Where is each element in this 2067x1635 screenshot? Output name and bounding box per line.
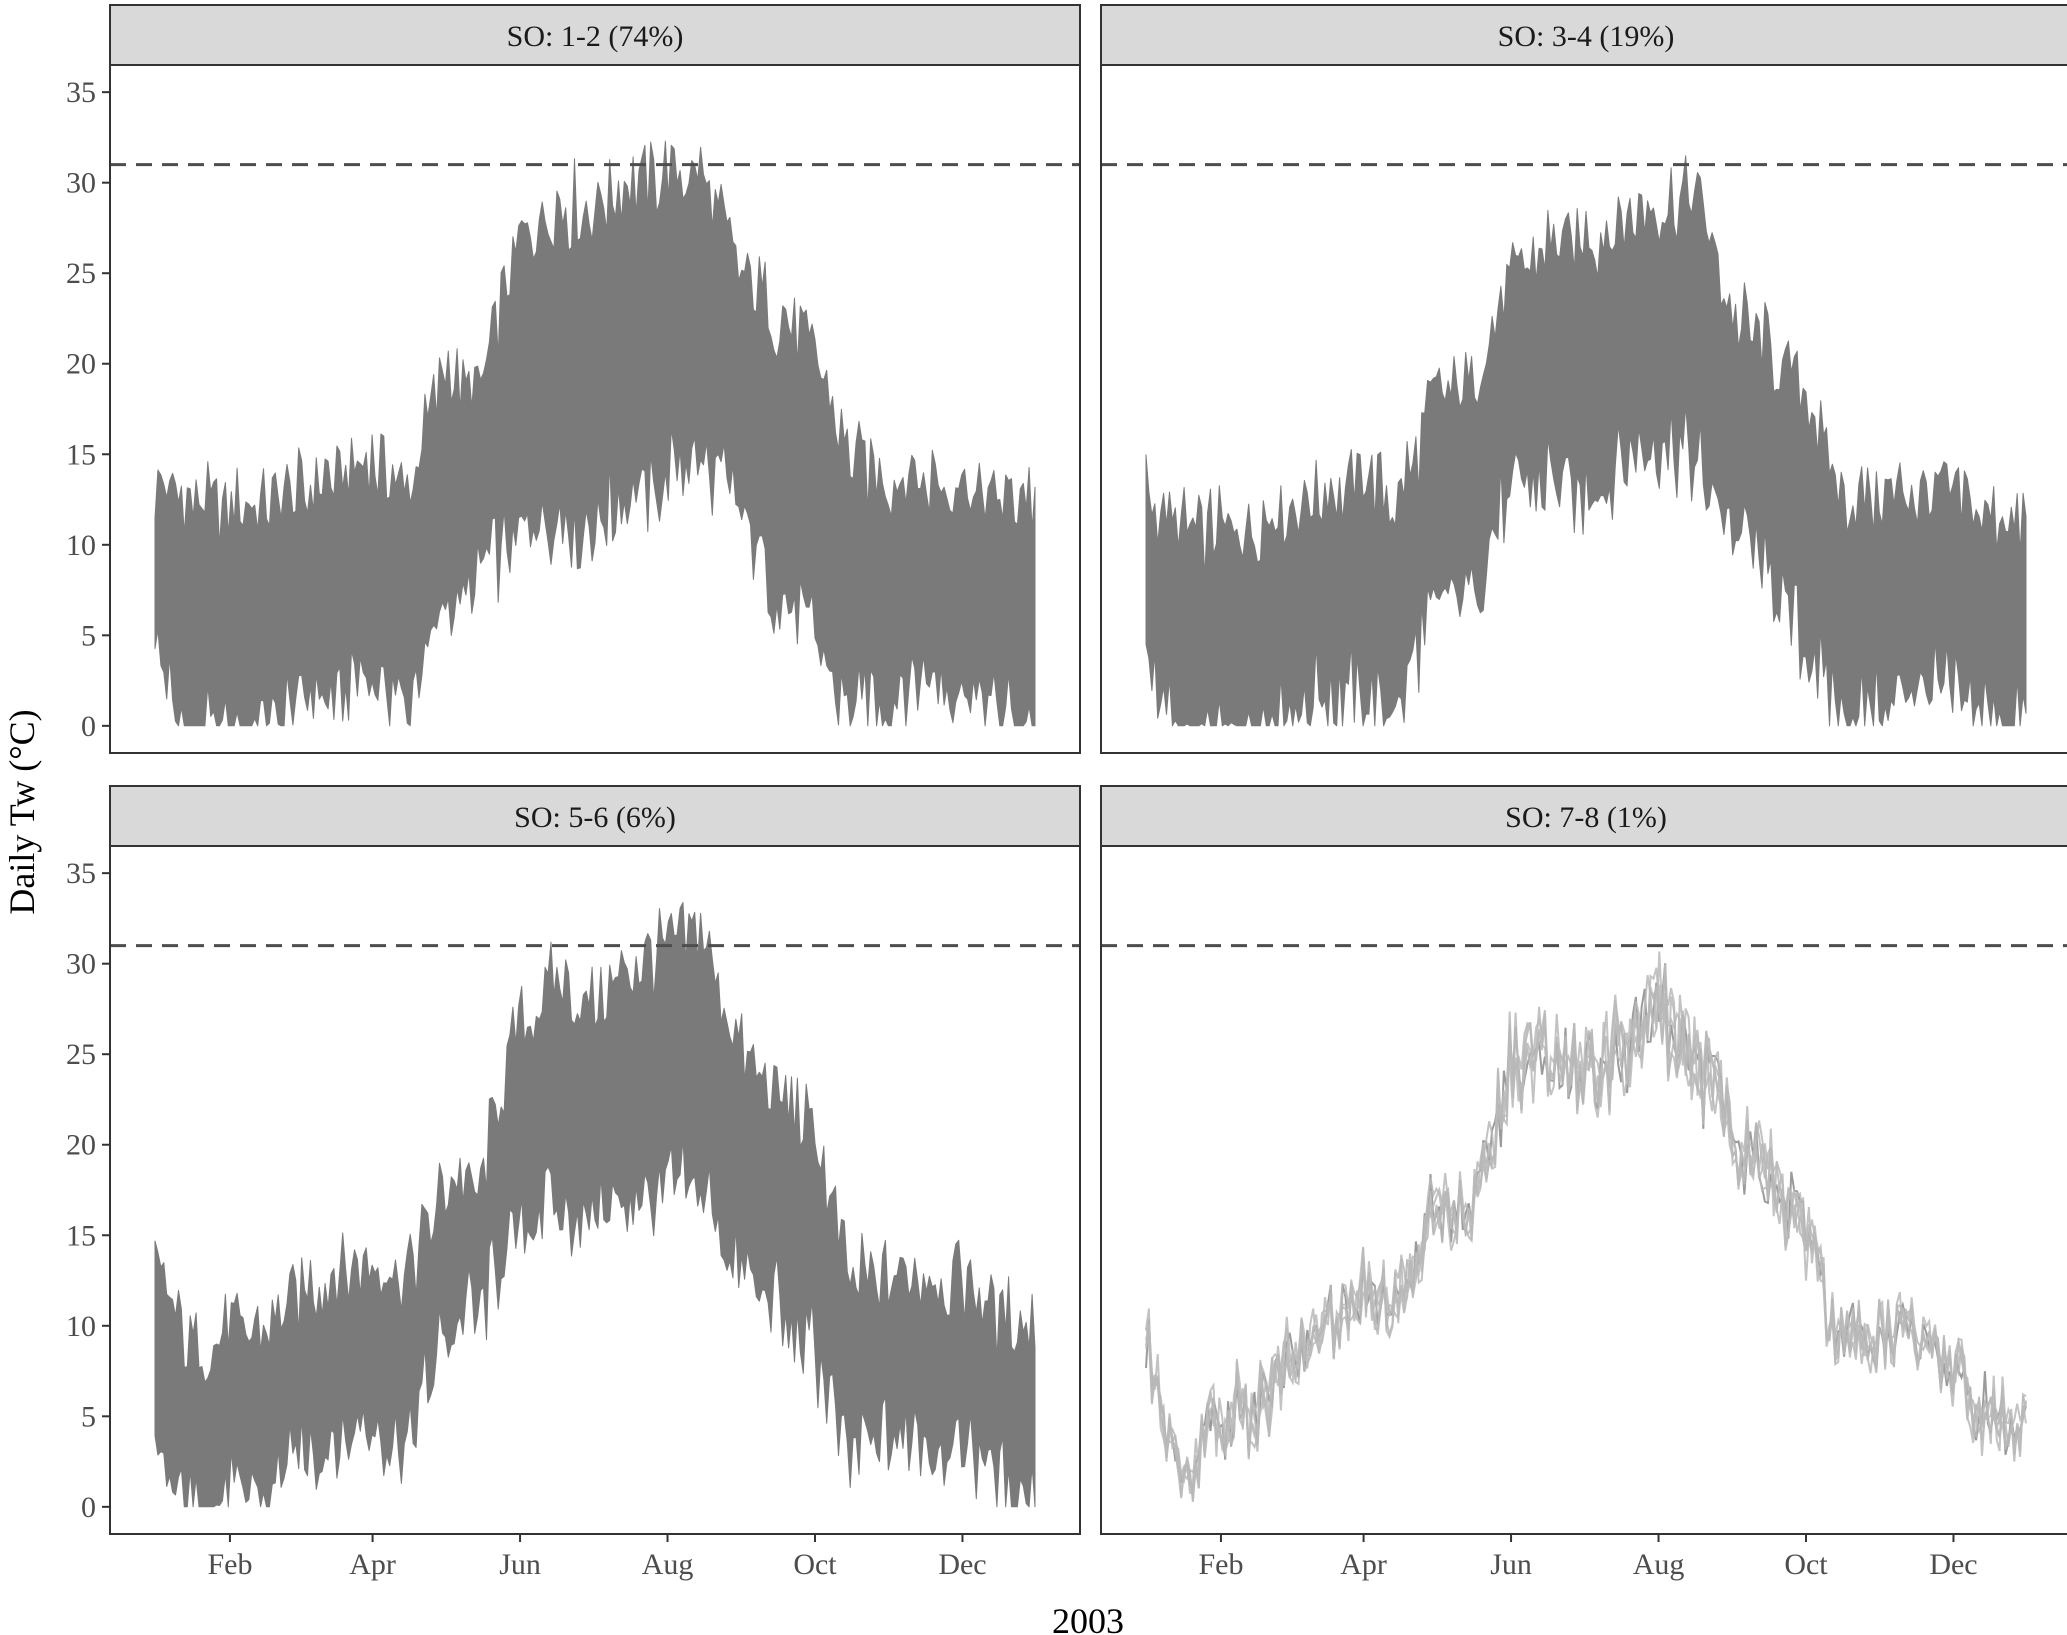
y-tick-label: 15 bbox=[66, 1219, 96, 1252]
x-tick-label: Jun bbox=[1490, 1548, 1532, 1581]
y-tick-label: 30 bbox=[66, 167, 96, 200]
x-tick-label: Dec bbox=[938, 1548, 986, 1581]
series-band bbox=[154, 902, 1036, 1508]
x-tick-label: Feb bbox=[1198, 1548, 1243, 1581]
y-tick-label: 5 bbox=[81, 619, 96, 652]
plot-background bbox=[1101, 846, 2067, 1534]
plot-frame bbox=[109, 64, 1081, 754]
y-tick-label: 20 bbox=[66, 1129, 96, 1162]
series-band bbox=[154, 140, 1036, 727]
panel-strip bbox=[1100, 785, 2067, 847]
y-tick-label: 10 bbox=[66, 1310, 96, 1343]
panel-strip bbox=[109, 785, 1081, 847]
panel-3: SO: 5-6 (6%) 0 5 10 15 20 25 30 35 Feb Apr Jun Aug Oc… bbox=[66, 785, 1081, 1581]
y-tick-label: 0 bbox=[81, 710, 96, 743]
panel-strip-label: SO: 1-2 (74%) bbox=[507, 20, 684, 53]
panel-4: SO: 7-8 (1%) Feb Apr Jun Aug Oct Dec bbox=[1100, 785, 2067, 1581]
x-tick-label: Oct bbox=[793, 1548, 837, 1581]
y-tick-label: 35 bbox=[66, 857, 96, 890]
y-axis-title: Daily Tw (°C) bbox=[2, 709, 42, 914]
panel-strip bbox=[109, 4, 1081, 66]
series-line bbox=[1145, 967, 2027, 1501]
y-tick-label: 25 bbox=[66, 1038, 96, 1071]
x-tick-label: Aug bbox=[1633, 1548, 1685, 1581]
y-tick-label: 30 bbox=[66, 948, 96, 981]
plot-frame bbox=[1100, 845, 2067, 1535]
series-lines bbox=[1145, 951, 2027, 1502]
x-tick-label: Aug bbox=[642, 1548, 694, 1581]
y-tick-label: 20 bbox=[66, 348, 96, 381]
panel-1: SO: 1-2 (74%) 0 5 10 15 20 25 30 35 bbox=[66, 4, 1081, 754]
plot-frame bbox=[109, 845, 1081, 1535]
panel-strip bbox=[1100, 4, 2067, 66]
x-tick-label: Oct bbox=[1784, 1548, 1828, 1581]
x-tick-label: Apr bbox=[349, 1548, 396, 1581]
x-tick-label: Jun bbox=[499, 1548, 541, 1581]
y-tick-label: 0 bbox=[81, 1491, 96, 1524]
y-tick-label: 5 bbox=[81, 1400, 96, 1433]
series-band bbox=[1145, 155, 2027, 727]
series-line bbox=[1145, 963, 2027, 1499]
x-axis-title: 2003 bbox=[1052, 1601, 1124, 1635]
y-tick-label: 15 bbox=[66, 438, 96, 471]
plot-frame bbox=[1100, 64, 2067, 754]
x-tick-label: Feb bbox=[207, 1548, 252, 1581]
panel-2: SO: 3-4 (19%) bbox=[1100, 4, 2067, 754]
x-tick-label: Dec bbox=[1929, 1548, 1977, 1581]
x-tick-label: Apr bbox=[1340, 1548, 1387, 1581]
panel-strip-label: SO: 7-8 (1%) bbox=[1505, 801, 1667, 834]
y-tick-label: 10 bbox=[66, 529, 96, 562]
y-tick-label: 25 bbox=[66, 257, 96, 290]
y-tick-label: 35 bbox=[66, 76, 96, 109]
panel-strip-label: SO: 5-6 (6%) bbox=[514, 801, 676, 834]
panel-strip-label: SO: 3-4 (19%) bbox=[1498, 20, 1675, 53]
